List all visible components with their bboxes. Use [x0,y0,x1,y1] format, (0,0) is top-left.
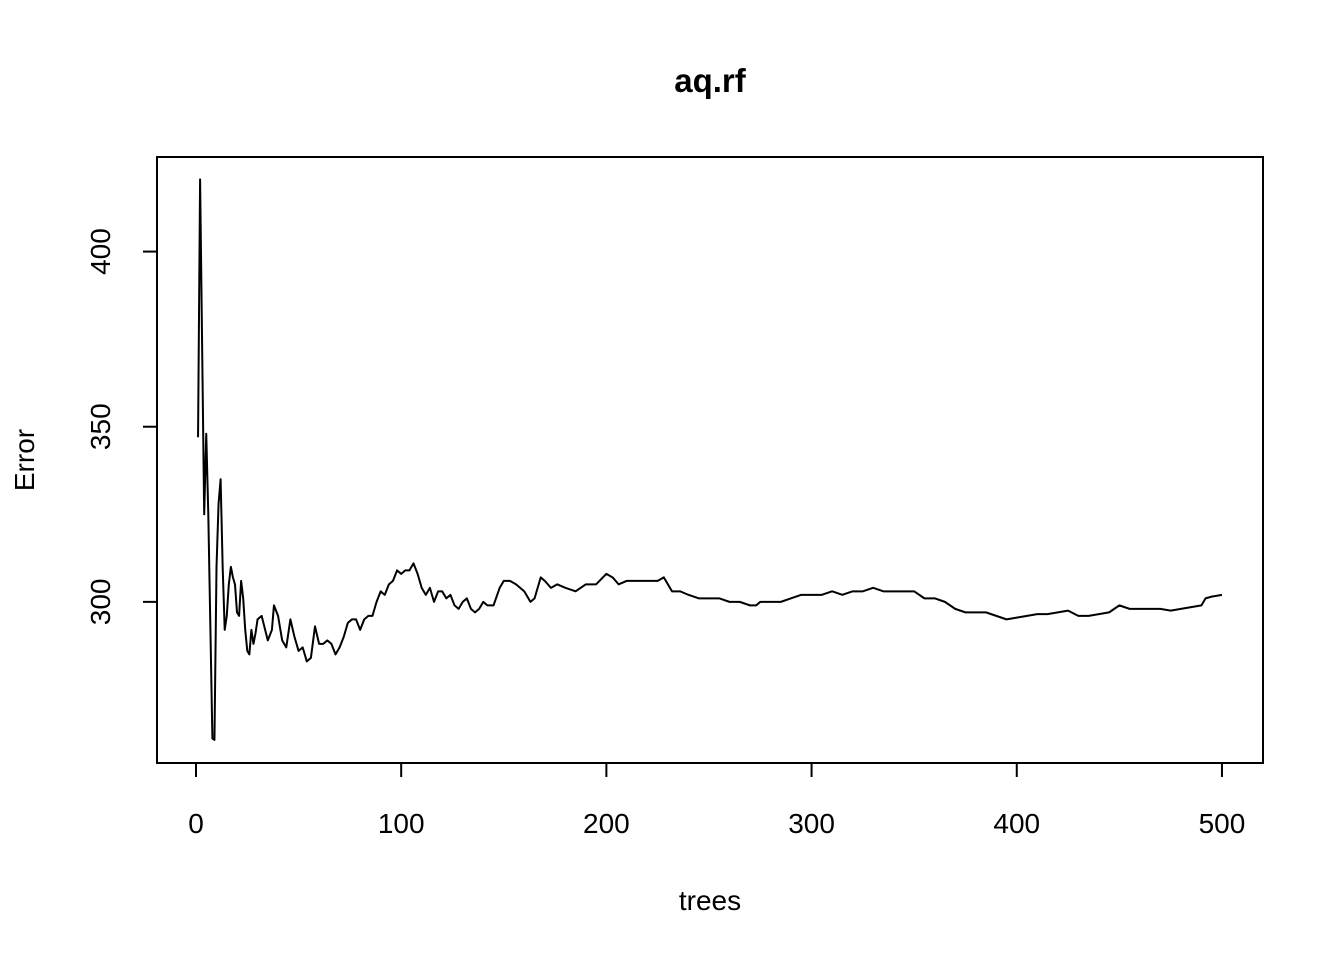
x-axis-label: trees [679,885,741,916]
x-tick-label: 0 [188,808,204,839]
x-tick-label: 100 [378,808,425,839]
data-line [197,178,1223,741]
x-tick-label: 500 [1199,808,1246,839]
x-tick-label: 200 [583,808,630,839]
y-axis-label: Error [9,429,40,491]
plot-frame [156,156,1264,764]
y-tick-label: 350 [85,403,116,450]
x-tick-label: 300 [788,808,835,839]
y-tick-label: 400 [85,228,116,275]
x-tick-label: 400 [993,808,1040,839]
y-tick-label: 300 [85,579,116,626]
chart-title: aq.rf [674,62,747,99]
